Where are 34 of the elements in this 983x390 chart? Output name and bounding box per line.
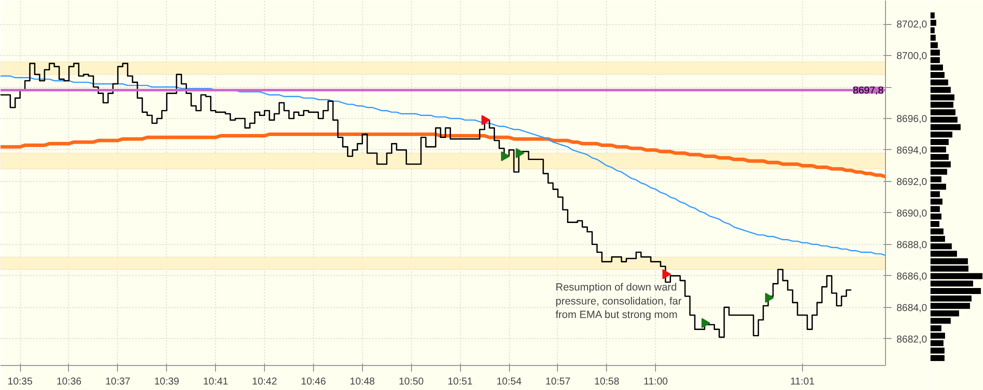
- x-tick-label: 10:51: [448, 376, 474, 388]
- point: [701, 318, 710, 328]
- x-tick-label: 10:57: [545, 376, 571, 388]
- annotation: Resumption of down ward pressure, consolidation, far from EMA but strong mom: [556, 282, 682, 322]
- y-tick-label: 8700,0: [896, 51, 928, 62]
- x-tick-label: 10:46: [300, 376, 326, 388]
- point: [481, 115, 490, 126]
- x-tick-label: 10:36: [56, 376, 82, 388]
- y-tick-label: 8694,0: [896, 145, 928, 156]
- x-tick-label: 11:00: [644, 376, 668, 388]
- y-tick-label: 8688,0: [896, 240, 928, 251]
- y-tick-label: 8692,0: [896, 176, 928, 188]
- x-tick-label: 11:01: [790, 376, 815, 388]
- x-tick-label: 10:39: [154, 376, 180, 388]
- point: [765, 292, 774, 303]
- point: [501, 151, 510, 162]
- x-tick-label: 10:54: [496, 376, 522, 388]
- x-tick-label: 10:58: [594, 376, 620, 388]
- x-tick-label: 10:48: [350, 376, 376, 388]
- x-tick-label: 10:37: [105, 376, 131, 388]
- y-tick-label: 8690,0: [896, 208, 928, 220]
- y-tick-label: 8696,0: [896, 114, 928, 125]
- line-series: [0, 132, 886, 178]
- line-series: [0, 75, 886, 256]
- point: [662, 269, 672, 280]
- x-tick-label: 10:42: [252, 376, 278, 388]
- point: [516, 148, 524, 158]
- x-tick-label: 10:41: [203, 376, 229, 388]
- y-tick-label: 8686,0: [896, 271, 928, 282]
- y-tick-label: 8682,0: [896, 334, 928, 346]
- y-tick-label: 8702,0: [896, 20, 928, 31]
- x-tick-label: 10:50: [398, 376, 424, 388]
- x-tick-label: 10:35: [8, 376, 34, 388]
- y-tick-label: 8684,0: [896, 302, 928, 314]
